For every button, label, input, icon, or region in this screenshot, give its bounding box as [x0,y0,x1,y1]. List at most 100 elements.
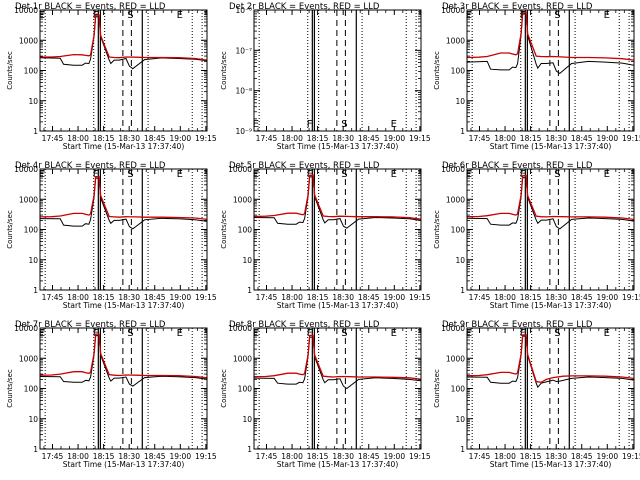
plot-frame [39,327,208,450]
y-tick-label: 10000 [441,324,465,333]
lld-series [254,334,421,380]
x-tick-label: 19:15 [409,134,431,143]
x-tick-label: 19:00 [169,452,191,461]
interval-marker: E [253,169,259,180]
x-axis-label: Start Time (15-Mar-13 17:37:40) [490,460,612,469]
interval-marker: E [604,169,610,180]
event-lines [44,328,203,449]
x-tick-label: 18:45 [571,452,593,461]
y-tick-label: 10 [242,415,252,424]
y-tick-label: 1 [247,445,252,454]
x-tick-label: 18:15 [307,452,329,461]
y-tick-label: 10 [28,256,38,265]
y-tick-label: 100 [24,226,39,235]
interval-marker: E [391,328,397,339]
interval-marker: S [127,169,133,180]
interval-marker: S [554,169,560,180]
interval-marker: F [307,169,313,180]
x-axis-label: Start Time (15-Mar-13 17:37:40) [277,460,399,469]
y-tick-label: 10⁻⁷ [235,46,252,55]
plot-frame [39,168,208,291]
y-tick-label: 1000 [446,195,465,204]
events-series [40,335,207,387]
x-tick-label: 19:00 [383,293,405,302]
interval-marker: S [127,328,133,339]
event-lines [258,10,417,131]
x-tick-label: 18:15 [93,134,115,143]
interval-marker: E [391,169,397,180]
interval-marker: F [520,10,526,21]
y-tick-label: 1000 [233,354,252,363]
lld-series [254,174,421,220]
lld-series [467,11,634,61]
y-tick-label: 1 [33,445,38,454]
interval-marker: E [253,328,259,339]
y-tick-label: 1000 [233,195,252,204]
x-tick-label: 19:15 [409,293,431,302]
y-tick-label: 10000 [228,324,252,333]
interval-marker: E [177,169,183,180]
x-tick-label: 18:15 [307,134,329,143]
detector-panel-2: Det 2r BLACK = Events, RED = LLD 10⁻⁹ 10⁻⁸… [220,2,431,151]
x-tick-label: 18:30 [332,134,354,143]
detector-panel-7: Det 7r BLACK = Events, RED = LLD 1 10 100 10… [6,320,217,469]
x-tick-label: 17:45 [256,134,278,143]
interval-marker: E [466,169,472,180]
x-axis-label: Start Time (15-Mar-13 17:37:40) [63,142,185,151]
y-axis-label: Counts/sec [220,51,228,90]
panel-title: Det 4r BLACK = Events, RED = LLD [15,161,166,171]
y-tick-label: 1 [460,445,465,454]
lld-series [40,333,207,379]
x-tick-label: 18:00 [281,452,303,461]
y-tick-label: 1 [247,286,252,295]
x-tick-label: 18:30 [332,293,354,302]
interval-marker: E [466,10,472,21]
plot-frame [466,9,635,132]
interval-marker: E [177,328,183,339]
y-axis-label: Counts/sec [6,210,14,249]
interval-marker: F [307,119,313,130]
panel-title: Det 7r BLACK = Events, RED = LLD [15,320,166,330]
interval-marker: S [341,169,347,180]
y-tick-label: 10 [28,97,38,106]
x-tick-label: 19:15 [195,134,217,143]
x-tick-label: 19:15 [195,293,217,302]
x-tick-label: 18:00 [67,293,89,302]
y-tick-label: 10000 [228,165,252,174]
events-series [254,176,421,229]
y-axis-label: Counts/sec [433,210,441,249]
x-tick-label: 19:00 [169,134,191,143]
events-series [467,13,634,75]
y-tick-label: 100 [451,226,466,235]
plot-frame [253,327,422,450]
y-tick-label: 10000 [441,6,465,15]
x-tick-label: 18:45 [358,293,380,302]
interval-marker: E [604,328,610,339]
x-tick-label: 17:45 [469,452,491,461]
interval-marker: E [253,119,259,130]
panel-title: Det 8r BLACK = Events, RED = LLD [229,320,380,330]
y-tick-label: 1000 [446,354,465,363]
detector-panel-3: Det 3r BLACK = Events, RED = LLD 1 10 100 10… [433,2,640,151]
y-tick-label: 10 [455,97,465,106]
x-tick-label: 18:30 [332,452,354,461]
y-tick-label: 10 [242,256,252,265]
x-tick-label: 17:45 [469,134,491,143]
events-series [254,336,421,390]
panel-title: Det 6r BLACK = Events, RED = LLD [442,161,593,171]
x-tick-label: 18:30 [545,452,567,461]
lld-series [40,14,207,61]
y-tick-label: 1 [460,127,465,136]
x-tick-label: 19:15 [622,134,640,143]
x-tick-label: 19:00 [596,293,618,302]
panel-title: Det 5r BLACK = Events, RED = LLD [229,161,380,171]
x-tick-label: 17:45 [42,452,64,461]
interval-marker: F [93,10,99,21]
x-tick-label: 18:45 [144,134,166,143]
y-tick-label: 1000 [19,36,38,45]
x-tick-label: 18:00 [67,134,89,143]
x-axis-label: Start Time (15-Mar-13 17:37:40) [277,301,399,310]
y-tick-label: 100 [238,226,253,235]
interval-marker: S [554,328,560,339]
